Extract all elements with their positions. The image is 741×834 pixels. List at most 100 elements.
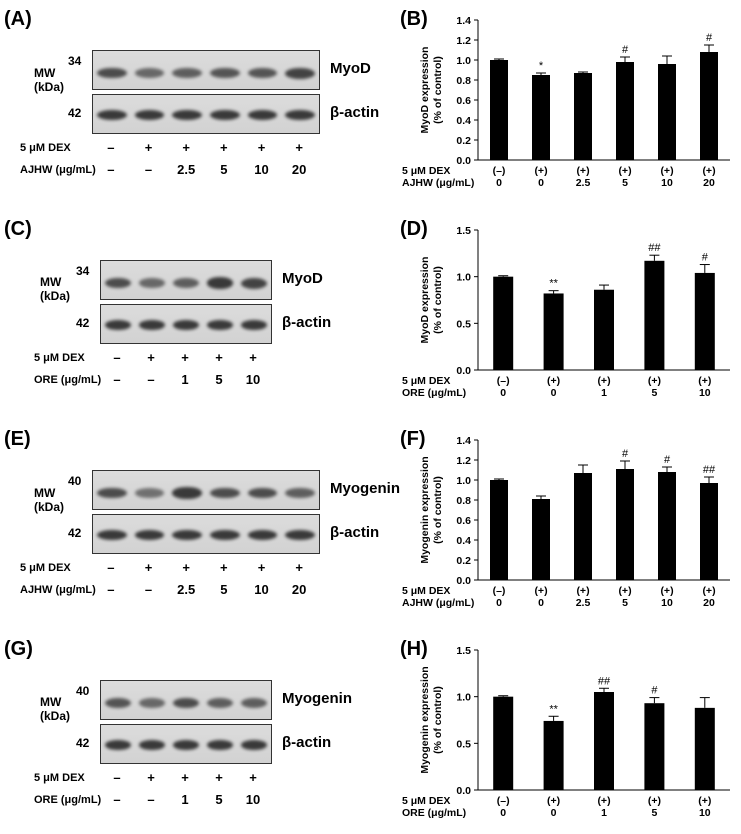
bar xyxy=(490,480,508,580)
x-dex-label: (+) xyxy=(660,585,673,597)
y-tick-label: 1.2 xyxy=(456,35,471,47)
bar-chart-f: 0.0 0.2 0.4 0.6 0.8 1.0 1.2 1.4 Myogenin express… xyxy=(402,435,730,609)
mw-title: MW (kDa) xyxy=(40,275,70,303)
mw-marker-top: 34 xyxy=(76,264,90,278)
x-dex-label: (+) xyxy=(534,585,547,597)
lane-dose-label: 20 xyxy=(291,162,307,177)
band xyxy=(138,698,166,708)
protein-label: Myogenin xyxy=(330,480,400,497)
band xyxy=(172,530,202,540)
lane-dex-symbol: + xyxy=(220,560,228,575)
x-dex-label: (+) xyxy=(660,165,673,177)
panel-label-c: (C) xyxy=(4,218,32,240)
lane-dose-label: – xyxy=(107,162,115,177)
band xyxy=(97,67,127,79)
y-tick-label: 0.2 xyxy=(456,555,471,567)
x-dose-label: 0 xyxy=(538,177,544,189)
lane-dex-symbol: – xyxy=(107,140,115,155)
x-row-label-dex: 5 μM DEX xyxy=(402,795,450,807)
y-tick-label: 0.8 xyxy=(456,75,471,87)
band xyxy=(247,110,278,120)
panel-label-h: (H) xyxy=(400,638,428,660)
panel-label-b: (B) xyxy=(400,8,428,30)
lane-dex-symbol: + xyxy=(295,140,303,155)
significance-mark: # xyxy=(706,32,713,44)
band xyxy=(247,487,278,499)
lane-dex-symbol: + xyxy=(220,140,228,155)
significance-mark: ## xyxy=(703,464,716,476)
mw-marker-bottom: 42 xyxy=(68,526,82,540)
bar xyxy=(532,75,550,160)
blot-target xyxy=(92,50,320,90)
bar-chart-d: 0.0 0.5 1.0 1.5 MyoD expression (% of control… xyxy=(402,225,730,399)
protein-label: Myogenin xyxy=(282,690,352,707)
band xyxy=(206,697,234,709)
lane-dose-label: – xyxy=(113,792,121,807)
x-dose-label: 20 xyxy=(703,597,715,609)
y-tick-label: 1.0 xyxy=(456,692,471,704)
band xyxy=(104,320,132,330)
band xyxy=(240,740,268,750)
treatment-label-extract: AJHW (μg/mL) xyxy=(20,584,96,596)
y-tick-label: 0.4 xyxy=(456,535,471,547)
y-tick-label: 0.5 xyxy=(456,318,471,330)
lane-dose-label: 5 xyxy=(220,582,228,597)
band xyxy=(104,740,132,750)
lane-dose-label: 5 xyxy=(220,162,228,177)
y-tick-label: 0.0 xyxy=(456,785,471,797)
x-row-label-dex: 5 μM DEX xyxy=(402,585,450,597)
bar xyxy=(543,720,564,790)
x-dex-label: (+) xyxy=(576,585,589,597)
band xyxy=(210,487,240,499)
blot-target xyxy=(92,470,320,510)
x-dex-label: (+) xyxy=(534,165,547,177)
band xyxy=(134,110,165,120)
treatment-label-dex: 5 μM DEX xyxy=(20,142,71,154)
x-row-label-dex: 5 μM DEX xyxy=(402,375,450,387)
x-dex-label: (+) xyxy=(698,375,711,387)
significance-mark: ## xyxy=(648,242,661,254)
band xyxy=(97,487,127,499)
panel-label-g: (G) xyxy=(4,638,33,660)
x-dose-label: 20 xyxy=(703,177,715,189)
panel-label-a: (A) xyxy=(4,8,32,30)
bar xyxy=(543,293,564,370)
lane-dose-label: – xyxy=(147,372,155,387)
y-tick-label: 0.2 xyxy=(456,135,471,147)
x-dex-label: (–) xyxy=(493,165,506,177)
band xyxy=(206,740,234,750)
mw-title-line: MW xyxy=(40,695,62,709)
y-axis-label: (% of control) xyxy=(432,476,444,544)
significance-mark: ** xyxy=(549,703,558,715)
band xyxy=(247,530,278,540)
x-dex-label: (+) xyxy=(597,795,610,807)
lane-dex-symbol: + xyxy=(182,140,190,155)
bar xyxy=(694,272,715,370)
x-dose-label: 0 xyxy=(500,807,506,819)
mw-title: MW (kDa) xyxy=(34,486,64,514)
band xyxy=(285,487,315,499)
x-dose-label: 0 xyxy=(551,387,557,399)
blot-target xyxy=(100,260,272,300)
band xyxy=(104,277,132,289)
mw-marker-bottom: 42 xyxy=(76,736,90,750)
lane-dex-symbol: + xyxy=(181,350,189,365)
actin-label: β-actin xyxy=(330,524,380,541)
lane-dose-label: 5 xyxy=(215,372,223,387)
y-tick-label: 1.0 xyxy=(456,55,471,67)
y-axis-label: (% of control) xyxy=(432,686,444,754)
lane-dose-label: 10 xyxy=(245,792,261,807)
blot-actin xyxy=(100,724,272,764)
x-row-label-extract: AJHW (μg/mL) xyxy=(402,177,474,189)
bar xyxy=(644,703,665,790)
lane-dose-label: – xyxy=(144,582,153,597)
y-axis-label: (% of control) xyxy=(432,266,444,334)
x-row-label-extract: ORE (μg/mL) xyxy=(402,387,466,399)
lane-dex-symbol: + xyxy=(181,770,189,785)
y-tick-label: 0.0 xyxy=(456,365,471,377)
significance-mark: # xyxy=(702,252,709,264)
x-dose-label: 0 xyxy=(500,387,506,399)
band xyxy=(172,740,200,750)
y-tick-label: 1.0 xyxy=(456,475,471,487)
